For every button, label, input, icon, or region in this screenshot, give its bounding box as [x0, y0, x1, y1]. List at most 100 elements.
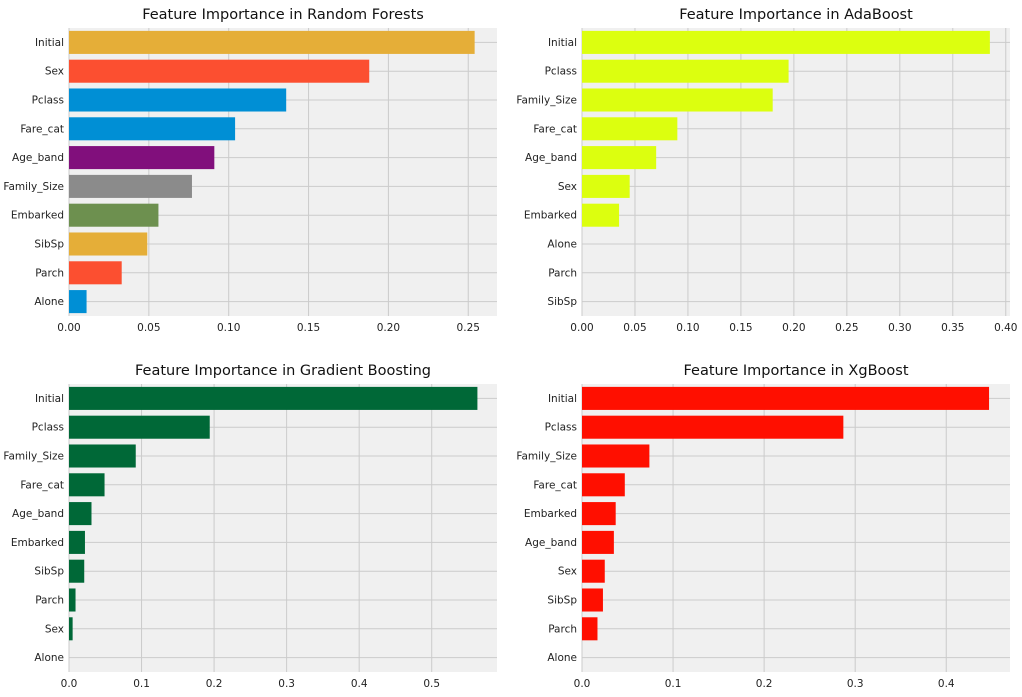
x-tick-label: 0.00 — [570, 322, 593, 334]
x-tick-label: 0.05 — [137, 322, 160, 334]
y-tick-label: SibSp — [34, 239, 64, 251]
y-tick-label: Sex — [45, 66, 64, 78]
y-tick-label: Parch — [35, 267, 64, 279]
bar-sex — [69, 59, 370, 83]
bar-family-size — [582, 444, 650, 468]
y-tick-label: Alone — [547, 652, 577, 664]
bar-parch — [69, 588, 76, 612]
bar-embarked — [69, 530, 85, 554]
x-tick-label: 0.20 — [782, 322, 805, 334]
bar-fare-cat — [69, 117, 236, 141]
y-tick-label: Initial — [35, 393, 64, 405]
bar-sibsp — [582, 588, 603, 612]
y-tick-label: Age_band — [525, 537, 577, 549]
x-tick-label: 0.30 — [888, 322, 911, 334]
y-tick-label: Alone — [34, 296, 64, 308]
y-tick-label: Fare_cat — [533, 123, 577, 135]
bar-age-band — [582, 146, 657, 170]
y-tick-label: Initial — [35, 37, 64, 49]
y-tick-label: Pclass — [545, 66, 577, 78]
y-tick-label: Fare_cat — [20, 479, 64, 491]
bar-sex — [582, 174, 630, 198]
y-tick-label: SibSp — [547, 296, 577, 308]
y-tick-label: Family_Size — [3, 451, 64, 463]
bar-parch — [69, 261, 122, 285]
chart-title: Feature Importance in XgBoost — [684, 363, 909, 379]
chart-panel-random-forests: Initial Sex Pclass Fare_cat Age_band Family_S… — [3, 7, 497, 334]
x-tick-label: 0.0 — [574, 678, 591, 690]
chart-panel-xgboost: Initial Pclass Family_Size Fare_cat Embarked… — [516, 363, 1010, 690]
bar-sex — [582, 559, 605, 583]
y-tick-label: Sex — [558, 181, 577, 193]
y-tick-label: SibSp — [547, 595, 577, 607]
bar-age-band — [69, 146, 215, 170]
y-tick-label: Age_band — [12, 152, 64, 164]
y-tick-label: Initial — [548, 393, 577, 405]
bar-initial — [69, 386, 478, 410]
x-tick-label: 0.25 — [457, 322, 480, 334]
y-tick-label: Parch — [548, 623, 577, 635]
bar-sex — [69, 617, 73, 641]
y-tick-label: Age_band — [12, 508, 64, 520]
x-tick-label: 0.10 — [217, 322, 240, 334]
y-tick-label: SibSp — [34, 566, 64, 578]
bar-pclass — [69, 88, 287, 112]
y-tick-label: Parch — [35, 595, 64, 607]
chart-title: Feature Importance in Random Forests — [142, 7, 424, 23]
y-tick-label: Sex — [558, 566, 577, 578]
y-tick-label: Embarked — [524, 210, 577, 222]
bar-fare-cat — [582, 117, 678, 141]
bar-parch — [582, 617, 598, 641]
chart-panel-adaboost: Initial Pclass Family_Size Fare_cat Age_band… — [516, 7, 1017, 334]
y-tick-label: Pclass — [545, 422, 577, 434]
y-tick-label: Embarked — [11, 537, 64, 549]
x-tick-label: 0.20 — [377, 322, 400, 334]
y-tick-label: Embarked — [11, 210, 64, 222]
y-tick-label: Parch — [548, 267, 577, 279]
y-tick-label: Family_Size — [516, 95, 577, 107]
x-tick-label: 0.00 — [57, 322, 80, 334]
x-tick-label: 0.0 — [61, 678, 78, 690]
x-tick-label: 0.3 — [278, 678, 295, 690]
bar-initial — [582, 30, 990, 54]
bar-fare-cat — [69, 473, 105, 497]
x-tick-label: 0.1 — [665, 678, 682, 690]
x-tick-label: 0.15 — [729, 322, 752, 334]
y-tick-label: Family_Size — [3, 181, 64, 193]
x-tick-label: 0.1 — [133, 678, 150, 690]
bar-fare-cat — [582, 473, 625, 497]
x-tick-label: 0.2 — [756, 678, 773, 690]
x-tick-label: 0.15 — [297, 322, 320, 334]
bar-embarked — [582, 502, 616, 526]
bar-age-band — [69, 502, 92, 526]
x-tick-label: 0.4 — [938, 678, 955, 690]
y-tick-label: Sex — [45, 623, 64, 635]
x-tick-label: 0.05 — [623, 322, 646, 334]
chart-panel-gradient-boosting: Initial Pclass Family_Size Fare_cat Age_band… — [3, 363, 497, 690]
x-tick-label: 0.3 — [847, 678, 864, 690]
x-tick-label: 0.4 — [351, 678, 368, 690]
y-tick-label: Pclass — [32, 95, 64, 107]
y-tick-label: Alone — [34, 652, 64, 664]
y-tick-label: Alone — [547, 239, 577, 251]
bar-family-size — [69, 444, 136, 468]
bar-family-size — [69, 174, 192, 198]
bar-alone — [69, 290, 87, 314]
bar-sibsp — [69, 232, 148, 256]
y-tick-label: Embarked — [524, 508, 577, 520]
y-tick-label: Fare_cat — [533, 479, 577, 491]
chart-title: Feature Importance in Gradient Boosting — [135, 363, 431, 379]
chart-title: Feature Importance in AdaBoost — [679, 7, 913, 23]
x-tick-label: 0.2 — [206, 678, 223, 690]
y-tick-label: Initial — [548, 37, 577, 49]
x-tick-label: 0.5 — [423, 678, 440, 690]
bar-pclass — [69, 415, 210, 439]
bar-initial — [69, 30, 475, 54]
bar-pclass — [582, 415, 844, 439]
y-tick-label: Age_band — [525, 152, 577, 164]
bar-sibsp — [69, 559, 85, 583]
bar-pclass — [582, 59, 789, 83]
y-tick-label: Fare_cat — [20, 123, 64, 135]
bar-initial — [582, 386, 990, 410]
